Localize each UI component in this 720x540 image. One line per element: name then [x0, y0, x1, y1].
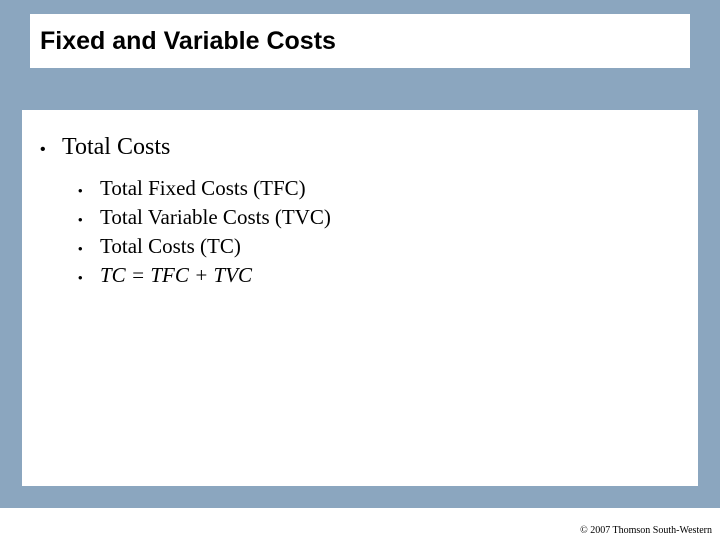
- bullet-dot-icon: •: [78, 267, 100, 288]
- bullet-l2-text: TC = TFC + TVC: [100, 263, 252, 288]
- bullet-level2: • Total Costs (TC): [78, 234, 680, 259]
- title-box: Fixed and Variable Costs: [30, 14, 690, 68]
- bullet-dot-icon: •: [78, 209, 100, 230]
- header-band: Fixed and Variable Costs: [0, 0, 720, 110]
- bullet-l2-text: Total Costs (TC): [100, 234, 241, 259]
- bullet-level2: • Total Fixed Costs (TFC): [78, 176, 680, 201]
- bullet-level2: • Total Variable Costs (TVC): [78, 205, 680, 230]
- bullet-level1: • Total Costs: [40, 134, 680, 162]
- bullet-dot-icon: •: [40, 138, 62, 162]
- content-body: • Total Costs • Total Fixed Costs (TFC) …: [22, 110, 698, 302]
- slide-title: Fixed and Variable Costs: [40, 27, 336, 56]
- copyright-text: © 2007 Thomson South-Western: [580, 525, 712, 536]
- bullet-l2-text: Total Variable Costs (TVC): [100, 205, 331, 230]
- content-frame: • Total Costs • Total Fixed Costs (TFC) …: [0, 110, 720, 508]
- bullet-l2-text: Total Fixed Costs (TFC): [100, 176, 306, 201]
- bullet-l1-text: Total Costs: [62, 134, 170, 161]
- bullet-dot-icon: •: [78, 180, 100, 201]
- slide: Fixed and Variable Costs • Total Costs •…: [0, 0, 720, 540]
- bullet-level2: • TC = TFC + TVC: [78, 263, 680, 288]
- bullet-dot-icon: •: [78, 238, 100, 259]
